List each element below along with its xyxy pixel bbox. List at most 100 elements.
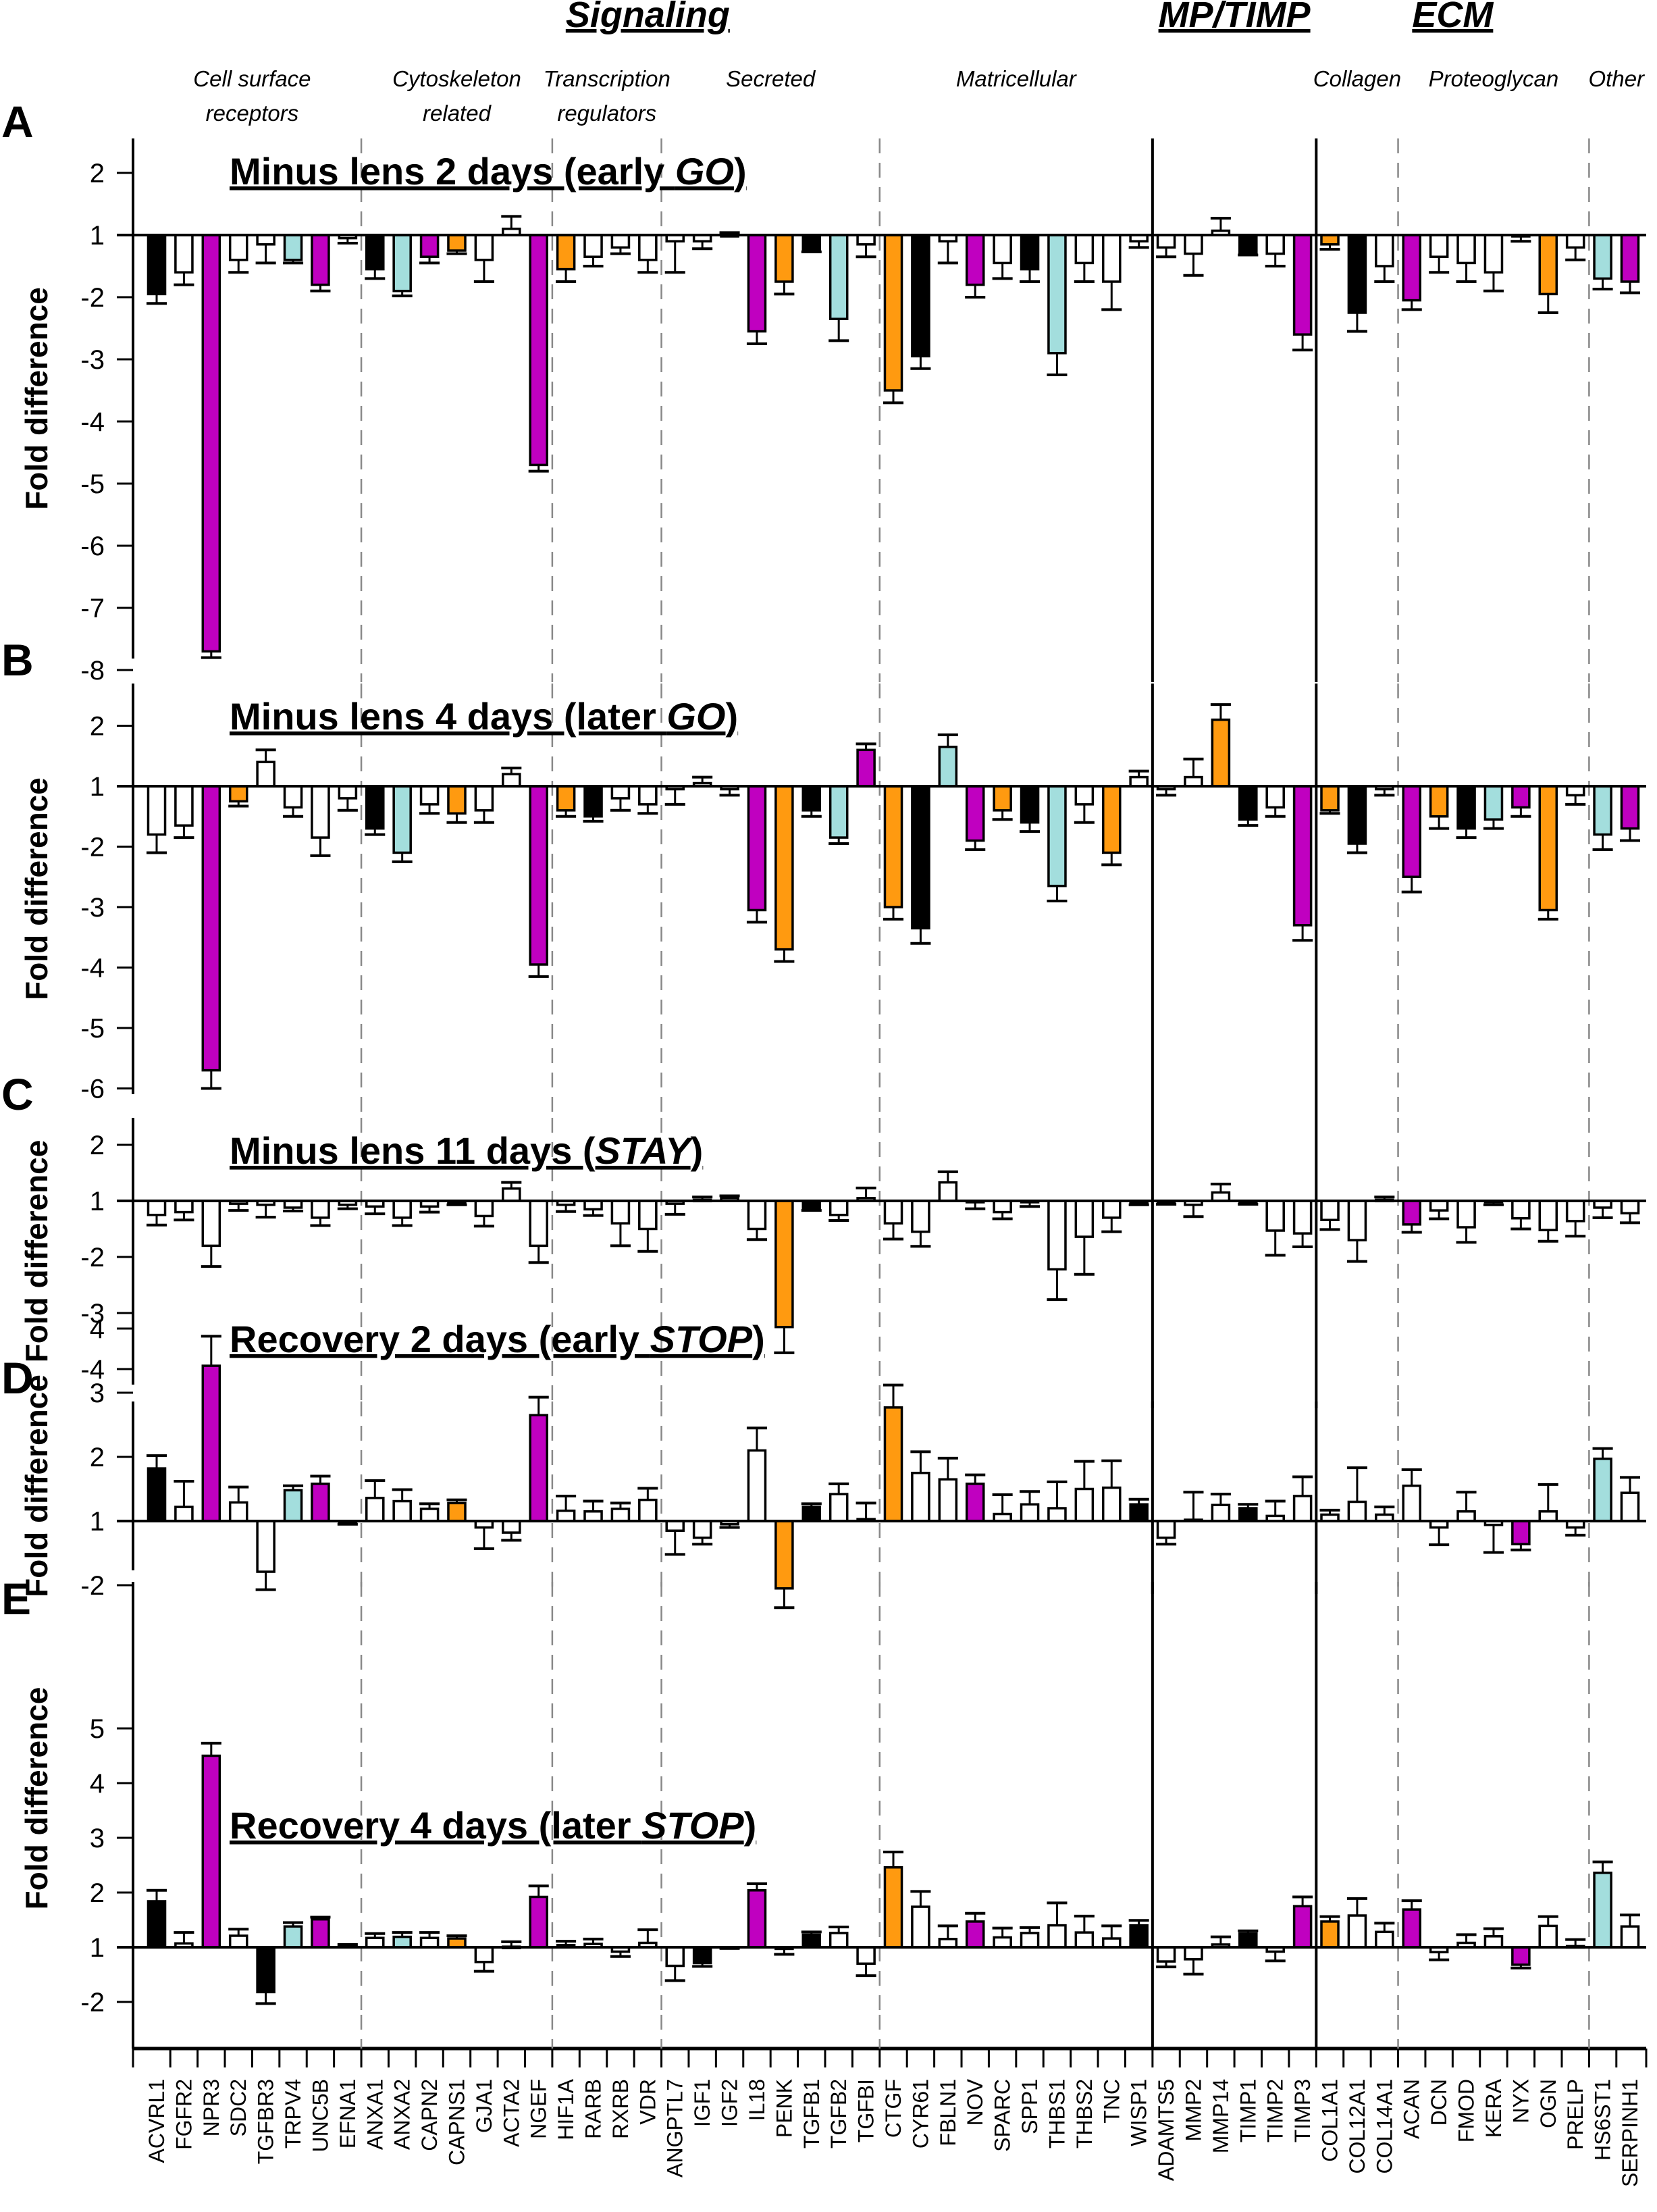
bar-anxa1 [365,1497,385,1522]
panel-title-emphasis: STOP [641,1804,744,1847]
bar-tgfbr3 [256,1946,275,1994]
x-tick-label-thbs2: THBS2 [1072,2079,1097,2149]
x-tick-label-adamts5: ADAMTS5 [1154,2079,1178,2181]
bar-cyr61 [911,234,930,358]
bar-adamts5 [1156,1520,1176,1539]
panels: A Fold difference 2 1 -2 -3 -4 -5 -6 -7 -8 Minus le… [1,97,1646,2017]
panel-title-text: Recovery 2 days (early [230,1318,650,1360]
subgroup-label: regulators [557,101,656,126]
x-tick-label-il18: IL18 [745,2079,769,2121]
x-tick-label-col12a1: COL12A1 [1345,2079,1369,2174]
bar-ctgf [883,1406,903,1522]
y-tick-label: 1 [90,1187,105,1216]
y-axis-label: Fold difference [19,1374,54,1597]
bar-penk [774,785,794,951]
x-tick-label-cyr61: CYR61 [908,2079,932,2149]
bar-il18 [747,1889,767,1949]
y-axis-label: Fold difference [19,1140,54,1363]
bar-thbs1 [1047,1200,1067,1271]
bar-il18 [747,234,767,333]
bar-thbs2 [1074,234,1095,265]
bar-ngef [529,234,548,467]
bar-gja1 [474,1946,494,1963]
bar-dcn [1429,785,1449,818]
bar-ngef [529,785,548,966]
bar-sparc [993,1200,1012,1214]
x-tick-label-rarb: RARB [581,2079,606,2139]
bar-acan [1402,1485,1422,1522]
bar-il18 [747,1200,767,1231]
bar-timp2 [1265,234,1285,255]
panel-letter: B [1,635,34,685]
bar-hs6st1 [1593,1458,1612,1522]
panel-title: Minus lens 4 days (later GO) [230,695,738,738]
x-tick-label-col1a1: COL1A1 [1318,2079,1342,2162]
bar-npr3 [201,1754,221,1949]
bar-tnc [1101,234,1122,283]
x-tick-label-dcn: DCN [1427,2079,1451,2126]
panel-e: E Fold difference 5 4 3 2 1 -2 Recovery 4 days (… [1,1574,1646,2017]
panel-letter: E [1,1574,31,1624]
y-tick-label: 1 [90,1507,105,1537]
bar-fgfr2 [174,234,194,274]
bar-ogn [1538,1510,1558,1522]
y-tick-label: -6 [80,1075,105,1104]
x-tick-label-efna1: EFNA1 [336,2079,360,2149]
panel-title: Minus lens 2 days (early GO) [230,150,747,192]
bar-gja1 [474,234,494,261]
bar-tnc [1101,1486,1122,1522]
panel-title-emphasis: GO [666,695,725,738]
bar-prelp [1565,234,1585,249]
panel-title-close: ) [752,1318,765,1360]
bar-anxa1 [365,234,385,271]
bar-thbs2 [1074,785,1095,806]
bar-tgfbr3 [256,761,275,788]
bar-tgfbi [856,234,876,246]
category-title-ecm: ECM [1412,0,1494,35]
bar-tgfb1 [801,234,822,252]
panel-title: Minus lens 11 days (STAY) [230,1129,703,1172]
x-tick-label-rxrb: RXRB [608,2079,633,2139]
y-tick-label: 2 [90,1443,105,1472]
bar-timp2 [1265,785,1285,809]
y-tick-label: -7 [80,594,105,623]
bar-adamts5 [1156,234,1176,249]
bar-anxa2 [392,785,412,854]
subgroup-label: related [423,101,492,126]
bar-spp1 [1020,785,1040,824]
bar-ctgf [883,234,903,392]
x-tick-label-gja1: GJA1 [472,2079,496,2133]
bar-mmp2 [1184,775,1203,788]
bar-timp3 [1292,1200,1313,1235]
x-tick-label-timp3: TIMP3 [1290,2079,1315,2142]
bar-acvrl1 [147,1467,167,1522]
y-axis-label: Fold difference [19,777,54,1000]
y-tick-label: -5 [80,469,105,499]
bar-thbs2 [1074,1487,1095,1522]
bar-vdr [638,785,658,806]
panel-c: C Fold difference 2 1 -2 -3 -4 Minus lens 11 da… [1,1069,1646,1408]
bar-tgfbi [856,748,876,788]
bar-trpv4 [283,1925,303,1949]
panel-title-close: ) [744,1804,757,1847]
bar-rxrb [610,234,631,249]
x-tick-label-ctgf: CTGF [881,2079,905,2138]
y-tick-label: -4 [80,954,105,983]
bar-tgfb2 [828,785,849,839]
bar-acan [1402,234,1422,302]
bar-dcn [1429,234,1449,258]
bar-rxrb [610,785,631,800]
bar-ngef [529,1200,548,1248]
bar-thbs1 [1047,785,1067,888]
bar-hs6st1 [1593,1872,1612,1949]
bar-acan [1402,1200,1422,1226]
panel-letter: C [1,1069,34,1119]
y-tick-label: -2 [80,283,105,313]
bar-wisp1 [1129,775,1149,788]
x-tick-label-sdc2: SDC2 [226,2079,251,2136]
bar-col12a1 [1347,1500,1367,1522]
bar-acta2 [502,1187,521,1202]
bar-tgfbi [856,1946,876,1965]
panel-title-emphasis: GO [675,150,734,192]
bar-hif1a [556,785,576,812]
